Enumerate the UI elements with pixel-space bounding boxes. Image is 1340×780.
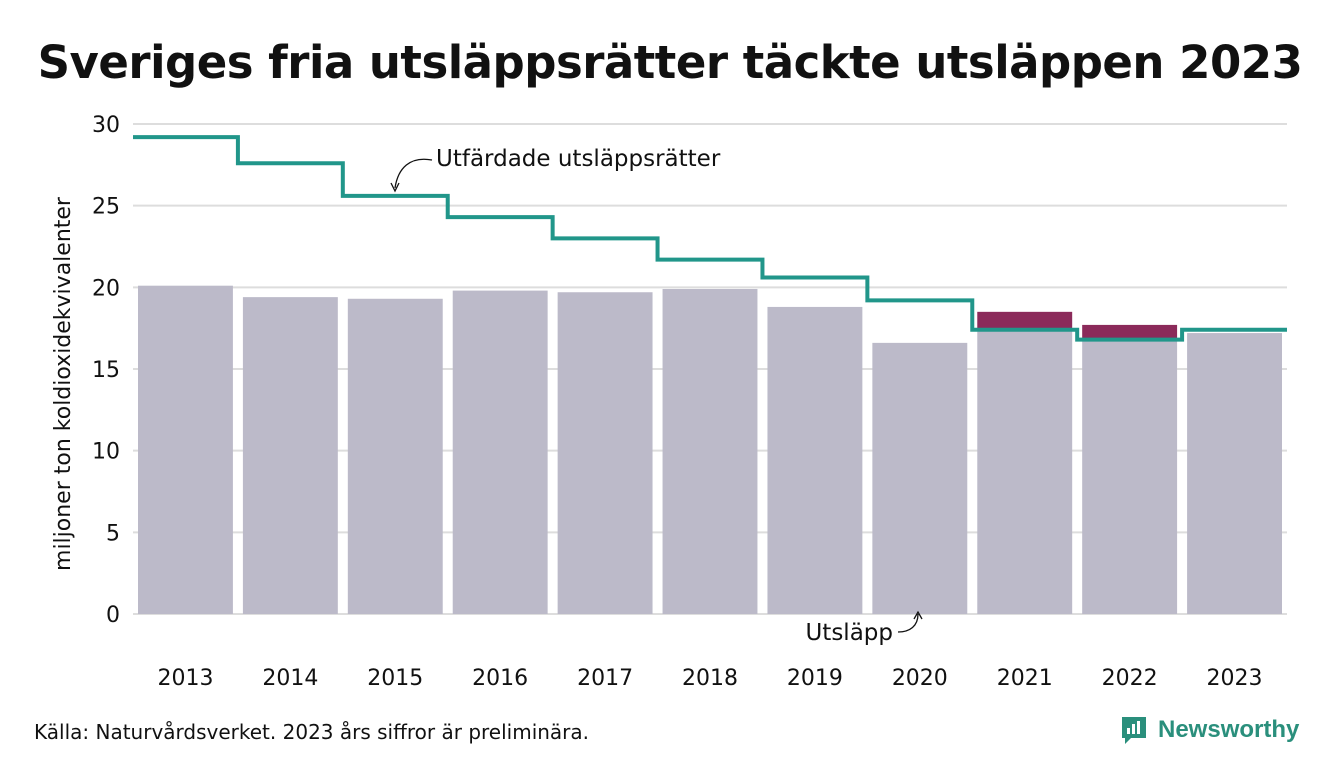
x-tick-label: 2021 [997,666,1053,691]
y-tick-label: 5 [106,521,120,546]
x-tick-label: 2017 [577,666,633,691]
bar [1082,339,1178,614]
y-tick-label: 0 [106,603,120,628]
bar [452,290,548,614]
y-axis-label: miljoner ton koldioxidekvivalenter [51,196,76,571]
allowance-step-line [133,135,1287,342]
bar [977,329,1073,614]
bar [1187,333,1282,614]
y-tick-label: 30 [92,113,120,138]
allowance-line [133,135,1287,342]
bar-excess [1082,324,1178,340]
bar [557,292,653,614]
annotation-arrowhead [913,610,923,620]
annotation-arrow [897,613,919,633]
y-tick-label: 20 [92,276,120,301]
annotation-allowances: Utfärdade utsläppsrätter [390,146,721,193]
x-tick-label: 2023 [1207,666,1263,691]
y-tick-label: 10 [92,440,120,465]
annotation-arrow [394,158,433,189]
x-tick-label: 2019 [787,666,843,691]
y-tick-label: 15 [92,358,120,383]
annotation-emissions: Utsläpp [805,610,923,646]
excess-segments [977,311,1178,340]
x-axis-ticks: 2013 2014 2015 2016 2017 2018 2019 2020 2021 2022… [157,666,1262,691]
annotation-label: Utsläpp [805,620,893,646]
x-tick-label: 2015 [367,666,423,691]
bar-excess [977,311,1073,330]
x-tick-label: 2014 [262,666,318,691]
annotation-arrowhead [390,182,400,193]
bar [767,306,863,614]
y-tick-label: 25 [92,195,120,220]
x-tick-label: 2020 [892,666,948,691]
x-tick-label: 2013 [157,666,213,691]
bar [347,298,443,614]
bar [242,297,338,614]
newsworthy-logo-icon [1122,717,1146,744]
bar [872,342,968,614]
source-note: Källa: Naturvårdsverket. 2023 års siffro… [34,720,590,744]
brand-name: Newsworthy [1158,716,1300,743]
x-tick-label: 2018 [682,666,738,691]
y-axis-ticks: 0 5 10 15 20 25 30 [92,113,120,628]
bars [138,285,1282,614]
brand-logo: Newsworthy [1118,714,1299,746]
x-tick-label: 2016 [472,666,528,691]
bar [138,285,233,614]
bar [662,288,758,614]
chart-title: Sveriges fria utsläppsrätter täckte utsl… [37,36,1303,89]
x-tick-label: 2022 [1102,666,1158,691]
annotation-label: Utfärdade utsläppsrätter [436,146,721,172]
